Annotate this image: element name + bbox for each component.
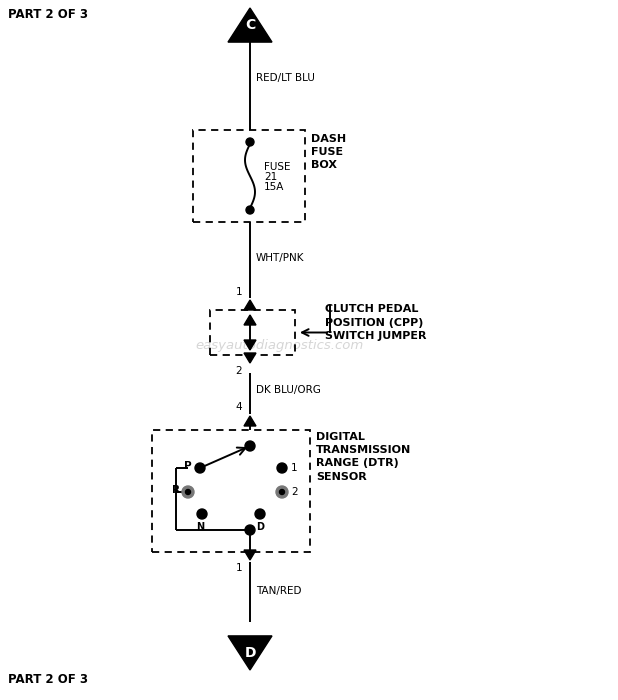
Text: 21: 21 [264, 172, 277, 182]
Circle shape [195, 463, 205, 473]
Circle shape [277, 463, 287, 473]
Circle shape [182, 486, 194, 498]
Bar [210, 310, 295, 355]
Circle shape [197, 509, 207, 519]
Text: PART 2 OF 3: PART 2 OF 3 [8, 673, 88, 686]
Text: 1: 1 [235, 287, 242, 297]
Text: DIGITAL
TRANSMISSION
RANGE (DTR)
SENSOR: DIGITAL TRANSMISSION RANGE (DTR) SENSOR [316, 432, 411, 482]
Polygon shape [244, 315, 256, 325]
Text: FUSE: FUSE [264, 162, 290, 172]
Text: N: N [196, 522, 204, 532]
Polygon shape [244, 340, 256, 350]
Polygon shape [244, 550, 256, 560]
Text: WHT/PNK: WHT/PNK [256, 253, 305, 263]
Circle shape [246, 206, 254, 214]
Text: 2: 2 [291, 487, 298, 497]
Circle shape [279, 489, 284, 494]
Polygon shape [244, 353, 256, 363]
Text: D: D [244, 646, 256, 660]
Bar [152, 430, 310, 552]
Text: 2: 2 [235, 366, 242, 376]
Text: P: P [184, 461, 192, 471]
Circle shape [276, 486, 288, 498]
Text: TAN/RED: TAN/RED [256, 586, 302, 596]
Text: 4: 4 [235, 402, 242, 412]
Circle shape [245, 441, 255, 451]
Polygon shape [228, 8, 272, 42]
Polygon shape [244, 416, 256, 426]
Text: 1: 1 [291, 463, 298, 473]
Text: DK BLU/ORG: DK BLU/ORG [256, 384, 321, 395]
Circle shape [185, 489, 190, 494]
Text: PART 2 OF 3: PART 2 OF 3 [8, 8, 88, 21]
Circle shape [246, 138, 254, 146]
Text: R: R [172, 485, 180, 495]
Text: RED/LT BLU: RED/LT BLU [256, 73, 315, 83]
Text: 1: 1 [235, 563, 242, 573]
Bar [193, 130, 305, 222]
Text: C: C [245, 18, 255, 32]
Polygon shape [228, 636, 272, 670]
Text: CLUTCH PEDAL
POSITION (CPP)
SWITCH JUMPER: CLUTCH PEDAL POSITION (CPP) SWITCH JUMPE… [325, 304, 426, 341]
Polygon shape [244, 300, 256, 310]
Text: DASH
FUSE
BOX: DASH FUSE BOX [311, 134, 346, 170]
Circle shape [245, 525, 255, 535]
Text: easyautodiagnostics.com: easyautodiagnostics.com [196, 339, 364, 351]
Text: 15A: 15A [264, 182, 284, 192]
Circle shape [255, 509, 265, 519]
Text: D: D [256, 522, 264, 532]
